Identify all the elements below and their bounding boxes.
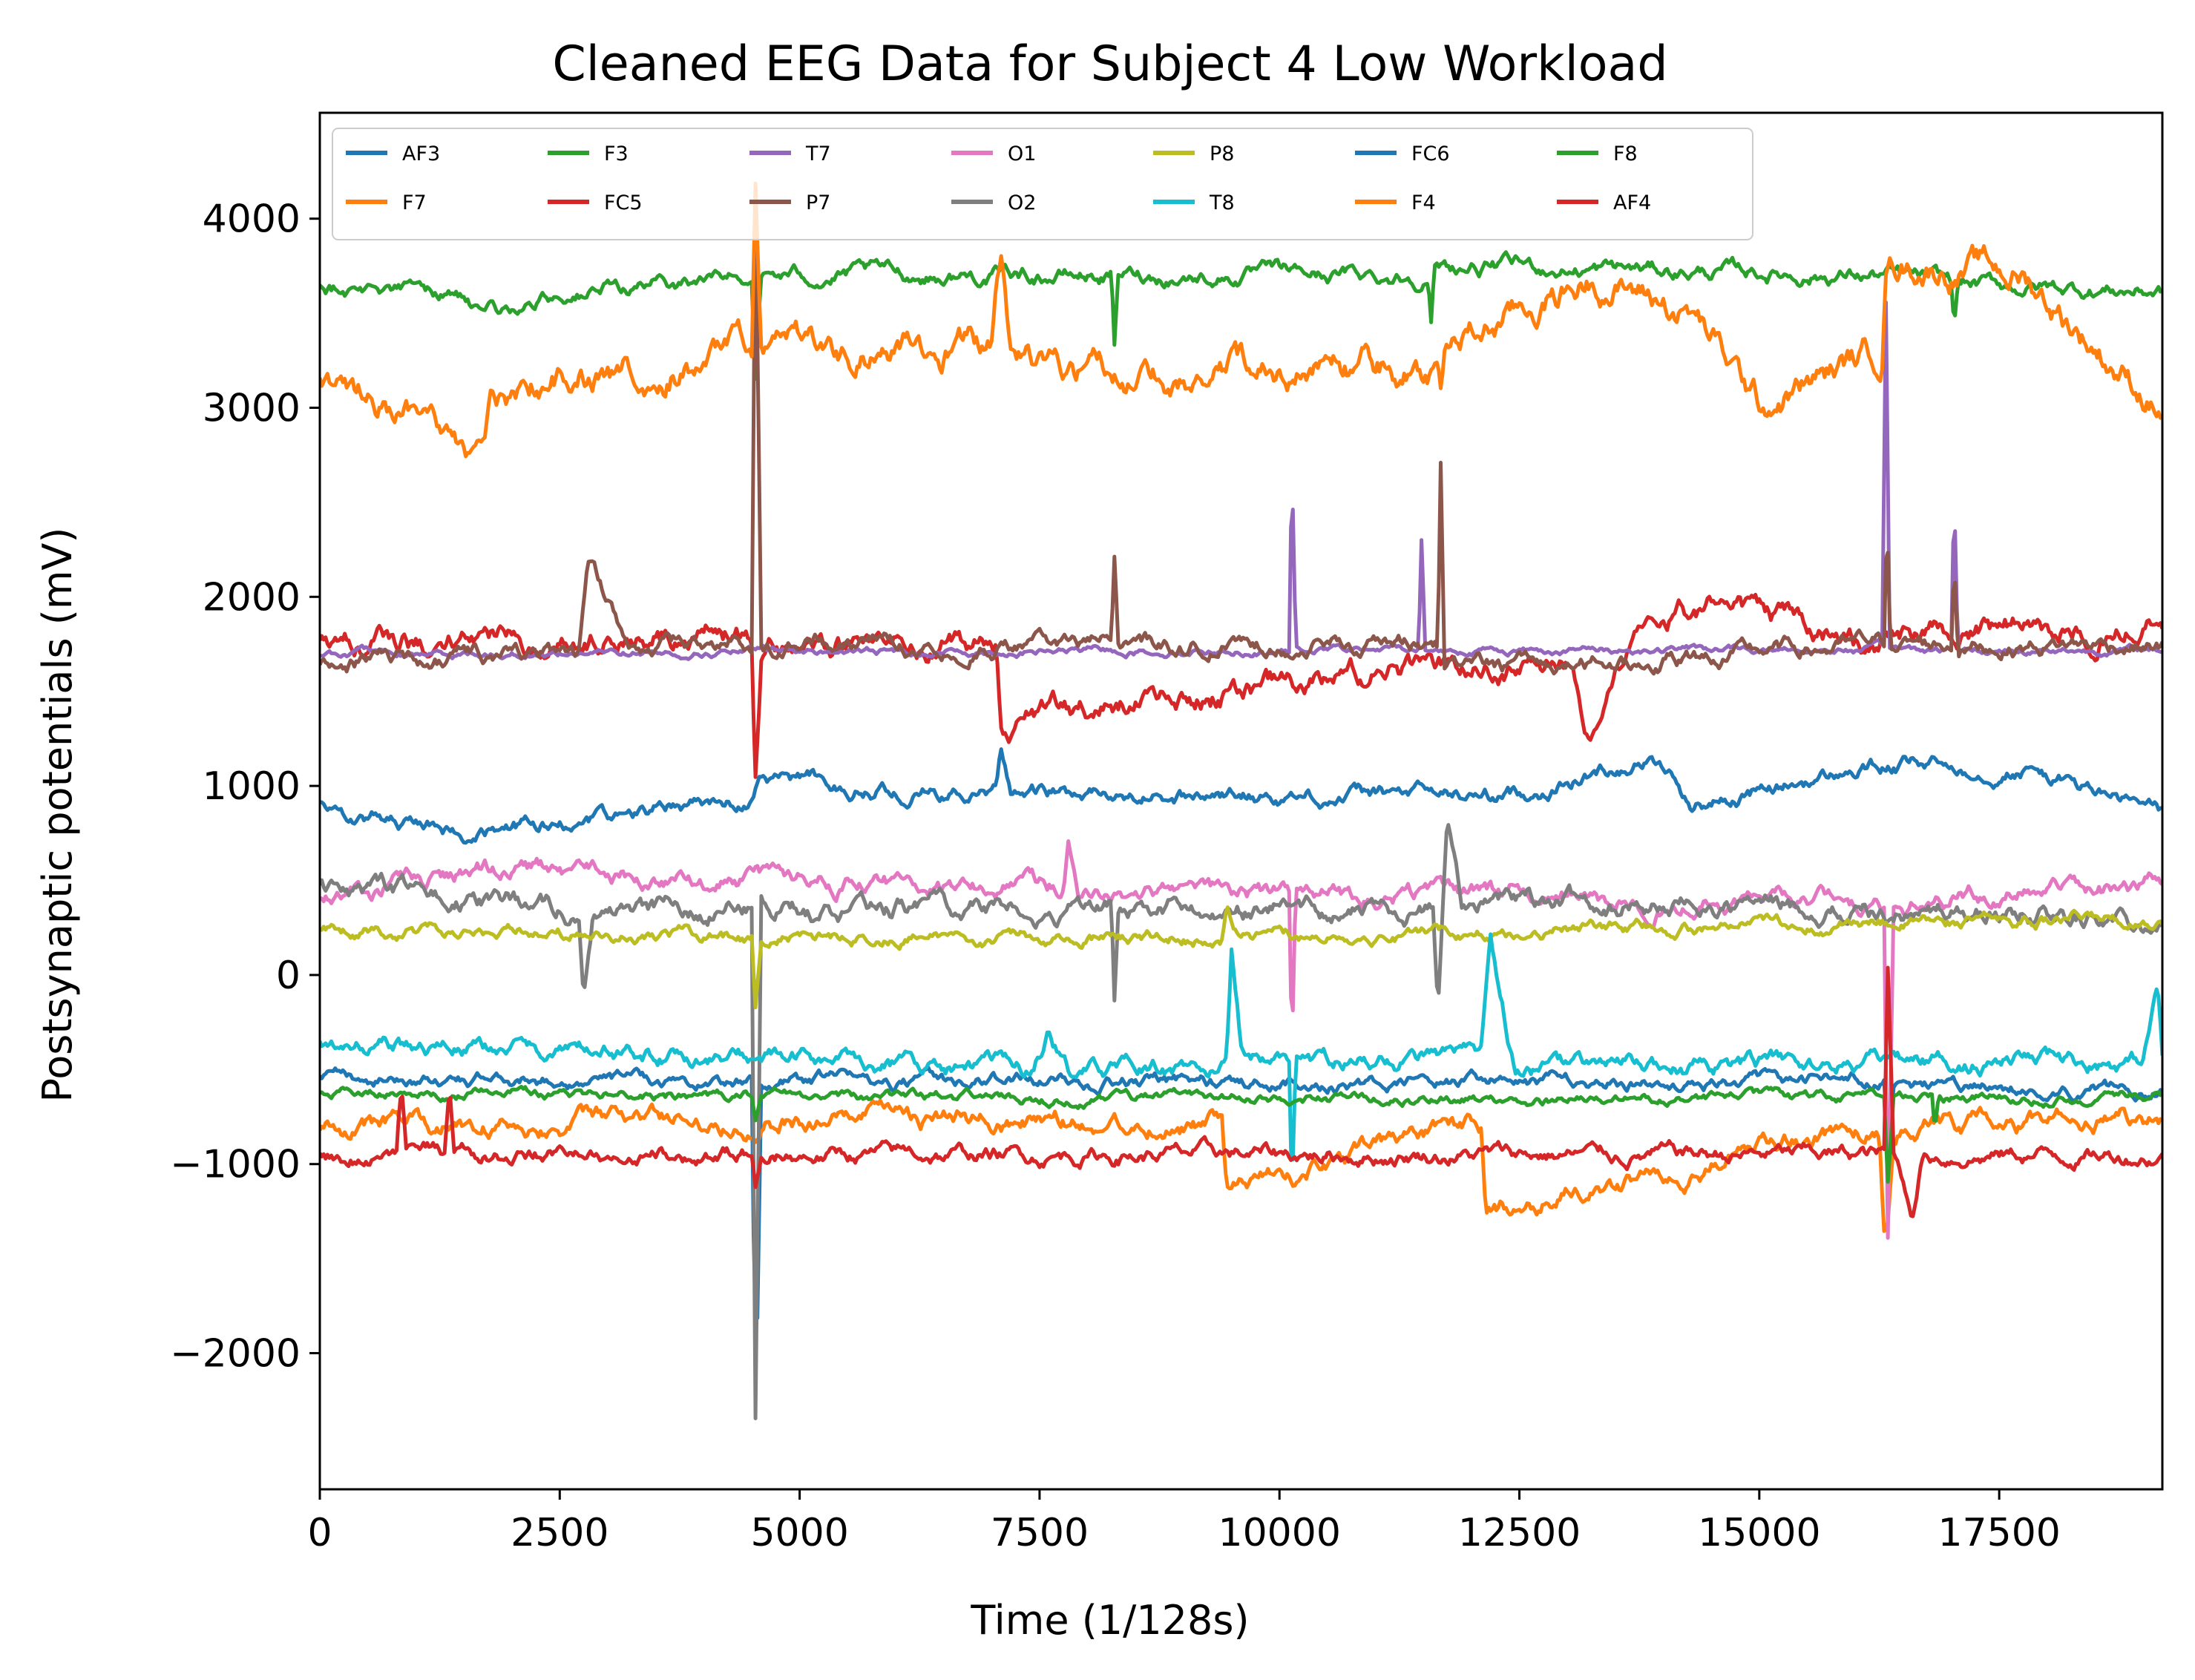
y-tick-label: 3000	[203, 387, 301, 431]
legend-label: F8	[1613, 142, 1638, 165]
series-line-t8	[320, 932, 2162, 1162]
x-tick-label: 12500	[1458, 1511, 1581, 1555]
legend: AF3 F7 F3 FC5 T7 P7 O1 O2 P8 T8 FC6 F4 F8 AF4	[332, 128, 1753, 240]
legend-label: F3	[604, 142, 629, 165]
x-tick-label: 5000	[750, 1511, 848, 1555]
series-line-f4	[320, 181, 2162, 459]
axis-ticks: 0 2500 5000 7500 10000 12500 15000 175004000300…	[170, 197, 2061, 1555]
series-line-f3	[320, 250, 2162, 381]
legend-label: O2	[1008, 191, 1036, 214]
legend-label: T8	[1209, 191, 1235, 214]
y-tick-label: 0	[276, 954, 301, 998]
series-line-p7	[320, 183, 2162, 676]
y-tick-label: −2000	[170, 1332, 301, 1377]
legend-label: F4	[1411, 191, 1436, 214]
x-tick-label: 7500	[991, 1511, 1089, 1555]
legend-label: P8	[1210, 142, 1234, 165]
series-line-fc6	[320, 747, 2162, 845]
x-tick-label: 10000	[1218, 1511, 1341, 1555]
series-line-af4	[320, 965, 2162, 1218]
legend-label: FC5	[604, 191, 643, 214]
y-tick-label: 2000	[203, 575, 301, 620]
series-line-p8	[320, 905, 2162, 1010]
series-line-o2	[320, 823, 2162, 1420]
legend-label: O1	[1008, 142, 1036, 165]
y-tick-label: 4000	[203, 197, 301, 242]
x-tick-label: 15000	[1698, 1511, 1820, 1555]
y-tick-label: −1000	[170, 1143, 301, 1187]
legend-label: T7	[805, 142, 831, 165]
series-line-f7	[320, 1098, 2162, 1233]
x-axis-label: Time (1/128s)	[970, 1597, 1249, 1644]
legend-box	[332, 128, 1753, 240]
plot-frame	[318, 111, 2164, 1491]
series-line-af3	[320, 1065, 2162, 1320]
legend-label: F7	[402, 191, 427, 214]
series-line-f8	[320, 1084, 2162, 1184]
legend-label: P7	[806, 191, 830, 214]
legend-label: AF3	[402, 142, 440, 165]
x-tick-label: 0	[307, 1511, 332, 1555]
x-tick-label: 2500	[511, 1511, 608, 1555]
y-axis-label: Postsynaptic potentials (mV)	[34, 528, 81, 1103]
legend-label: FC6	[1411, 142, 1450, 165]
series-line-t7	[320, 300, 2162, 661]
series-lines	[320, 181, 2162, 1420]
chart-title: Cleaned EEG Data for Subject 4 Low Workl…	[552, 36, 1667, 92]
legend-label: AF4	[1613, 191, 1651, 214]
y-tick-label: 1000	[203, 764, 301, 809]
x-tick-label: 17500	[1938, 1511, 2060, 1555]
